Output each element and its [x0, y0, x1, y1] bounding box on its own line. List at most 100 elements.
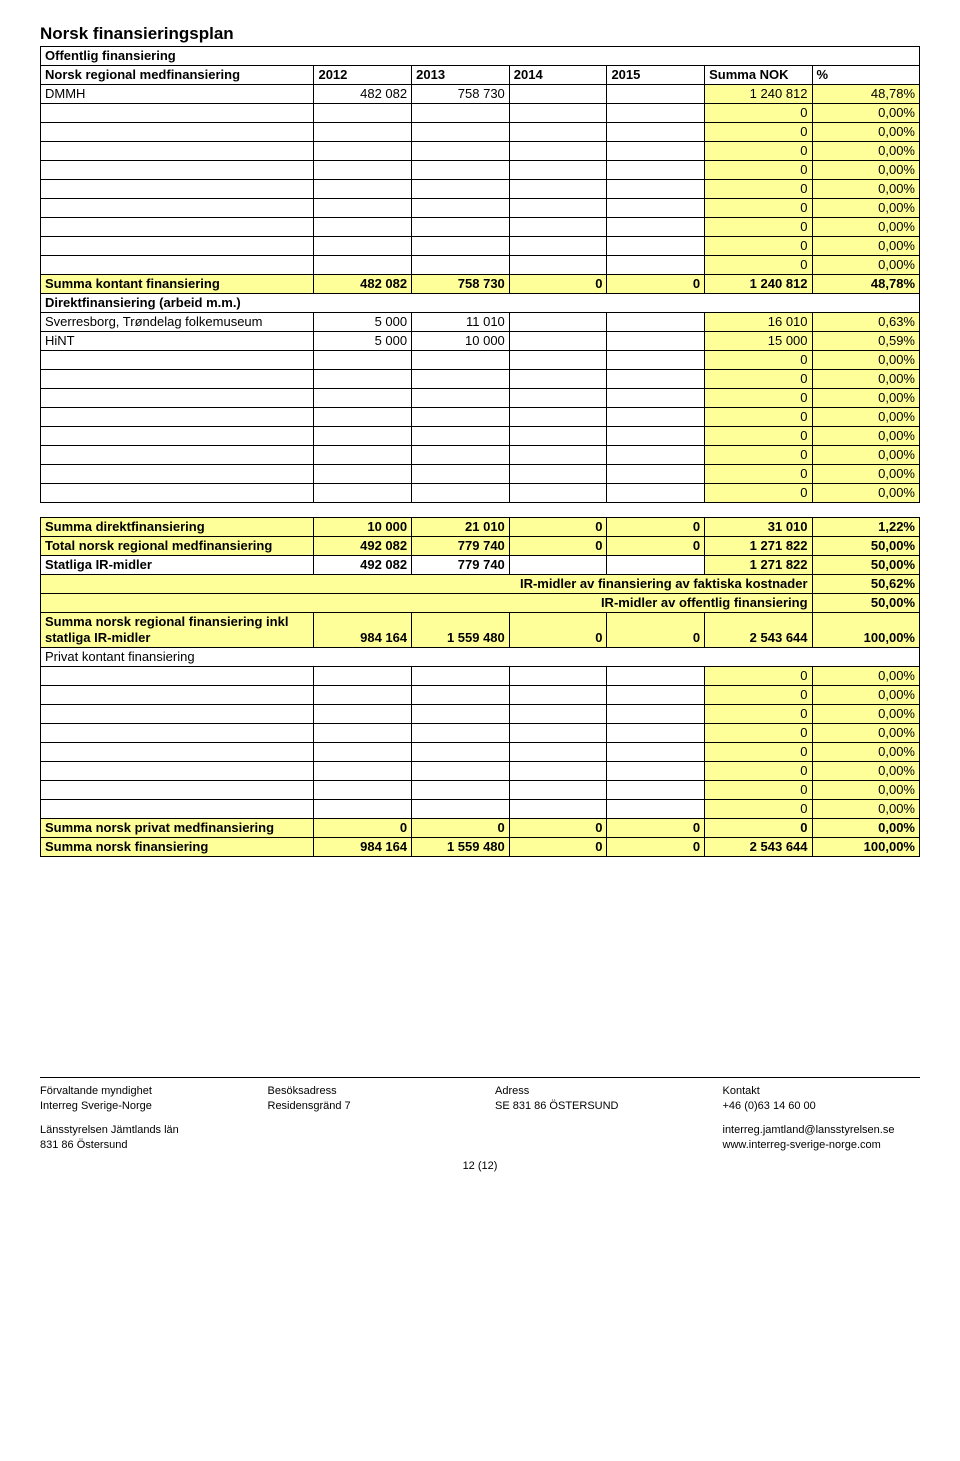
cell-pct: 0,00%	[812, 142, 919, 161]
cell-sum: 1 271 822	[705, 556, 812, 575]
cell-y1: 0	[314, 819, 412, 838]
cell-sum: 0	[705, 819, 812, 838]
cell-y1: 984 164	[314, 838, 412, 857]
footer-col4: Kontakt +46 (0)63 14 60 00 interreg.jamt…	[723, 1084, 921, 1154]
cell-sum: 0	[705, 161, 812, 180]
cell-y3: 0	[509, 537, 607, 556]
cell-pct: 0,00%	[812, 408, 919, 427]
footer-col3: Adress SE 831 86 ÖSTERSUND	[495, 1084, 693, 1154]
footer-col1: Förvaltande myndighet Interreg Sverige-N…	[40, 1084, 238, 1154]
row-summa-norsk-reg: Summa norsk regional finansiering inkl s…	[41, 613, 920, 648]
cell-pct: 50,00%	[812, 537, 919, 556]
row-empty: 00,00%	[41, 446, 920, 465]
cell-y1: 5 000	[314, 313, 412, 332]
cell-label: Total norsk regional medfinansiering	[41, 537, 314, 556]
cell-sum: 0	[705, 408, 812, 427]
footer-text: www.interreg-sverige-norge.com	[723, 1138, 921, 1153]
row-summa-kontant: Summa kontant finansiering 482 082 758 7…	[41, 275, 920, 294]
cell-sum: 0	[705, 484, 812, 503]
cell-y4	[607, 85, 705, 104]
cell-y3	[509, 85, 607, 104]
cell-pct: 48,78%	[812, 85, 919, 104]
footer-heading: Besöksadress	[268, 1084, 466, 1099]
cell-sum: 0	[705, 237, 812, 256]
row-empty: 00,00%	[41, 161, 920, 180]
row-empty: 00,00%	[41, 484, 920, 503]
row-empty: 00,00%	[41, 199, 920, 218]
cell-pct: 0,00%	[812, 800, 919, 819]
cell-y2: 779 740	[412, 537, 510, 556]
cell-y2: 779 740	[412, 556, 510, 575]
row-empty: 00,00%	[41, 123, 920, 142]
cell-y2: 10 000	[412, 332, 510, 351]
cell-y1: 492 082	[314, 537, 412, 556]
cell-y3: 0	[509, 275, 607, 294]
row-empty: 00,00%	[41, 370, 920, 389]
cell-label: IR-midler av offentlig finansiering	[41, 594, 813, 613]
row-empty: 00,00%	[41, 686, 920, 705]
col-pct: %	[812, 66, 919, 85]
cell-sum: 0	[705, 427, 812, 446]
cell-sum: 1 240 812	[705, 275, 812, 294]
cell-label: Statliga IR-midler	[41, 556, 314, 575]
cell-sum: 0	[705, 389, 812, 408]
cell-pct: 0,00%	[812, 667, 919, 686]
cell-label: Summa kontant finansiering	[41, 275, 314, 294]
cell-y4	[607, 332, 705, 351]
cell-label: Sverresborg, Trøndelag folkemuseum	[41, 313, 314, 332]
footer-text: Residensgränd 7	[268, 1099, 466, 1114]
cell-y2: 21 010	[412, 518, 510, 537]
cell-pct: 0,00%	[812, 199, 919, 218]
cell-label: Summa norsk privat medfinansiering	[41, 819, 314, 838]
cell-pct: 0,00%	[812, 180, 919, 199]
footer-text: 831 86 Östersund	[40, 1138, 238, 1153]
cell-sum: 0	[705, 705, 812, 724]
cell-y1: 492 082	[314, 556, 412, 575]
footer-text: Länsstyrelsen Jämtlands län	[40, 1123, 238, 1138]
cell-y1: 10 000	[314, 518, 412, 537]
row-dmmh: DMMH 482 082 758 730 1 240 812 48,78%	[41, 85, 920, 104]
row-empty: 00,00%	[41, 465, 920, 484]
cell-y3: 0	[509, 518, 607, 537]
footer-heading: Förvaltande myndighet	[40, 1084, 238, 1099]
cell-pct: 50,00%	[812, 556, 919, 575]
col-sum: Summa NOK	[705, 66, 812, 85]
footer-heading: Adress	[495, 1084, 693, 1099]
cell-pct: 0,00%	[812, 465, 919, 484]
cell-y2: 0	[412, 819, 510, 838]
row-empty: 00,00%	[41, 142, 920, 161]
section-direkt: Direktfinansiering (arbeid m.m.)	[41, 294, 920, 313]
col-2012: 2012	[314, 66, 412, 85]
cell-y4: 0	[607, 537, 705, 556]
cell-y2: 11 010	[412, 313, 510, 332]
cell-y4: 0	[607, 518, 705, 537]
cell-y4: 0	[607, 613, 705, 648]
cell-sum: 0	[705, 743, 812, 762]
cell-pct: 1,22%	[812, 518, 919, 537]
row-summa-direkt: Summa direktfinansiering 10 000 21 010 0…	[41, 518, 920, 537]
cell-pct: 0,00%	[812, 686, 919, 705]
row-hint: HiNT 5 000 10 000 15 000 0,59%	[41, 332, 920, 351]
cell-label: HiNT	[41, 332, 314, 351]
cell-sum: 0	[705, 781, 812, 800]
cell-sum: 0	[705, 465, 812, 484]
row-ir-kost: IR-midler av finansiering av faktiska ko…	[41, 575, 920, 594]
cell-pct: 0,00%	[812, 724, 919, 743]
cell-sum: 15 000	[705, 332, 812, 351]
footer-text: SE 831 86 ÖSTERSUND	[495, 1099, 693, 1114]
row-empty: 00,00%	[41, 256, 920, 275]
cell-pct: 0,00%	[812, 762, 919, 781]
cell-y3	[509, 332, 607, 351]
cell-pct: 0,00%	[812, 123, 919, 142]
cell-y3: 0	[509, 819, 607, 838]
cell-sum: 2 543 644	[705, 613, 812, 648]
cell-sum: 31 010	[705, 518, 812, 537]
row-empty: 00,00%	[41, 667, 920, 686]
cell-y1: 482 082	[314, 275, 412, 294]
col-2015: 2015	[607, 66, 705, 85]
cell-sum: 0	[705, 104, 812, 123]
col-2014: 2014	[509, 66, 607, 85]
row-empty: 00,00%	[41, 762, 920, 781]
cell-pct: 0,00%	[812, 819, 919, 838]
cell-pct: 0,00%	[812, 389, 919, 408]
